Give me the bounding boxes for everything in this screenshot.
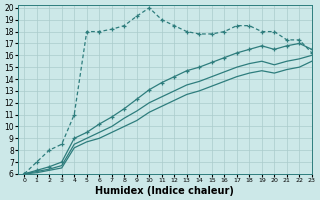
X-axis label: Humidex (Indice chaleur): Humidex (Indice chaleur) (95, 186, 234, 196)
